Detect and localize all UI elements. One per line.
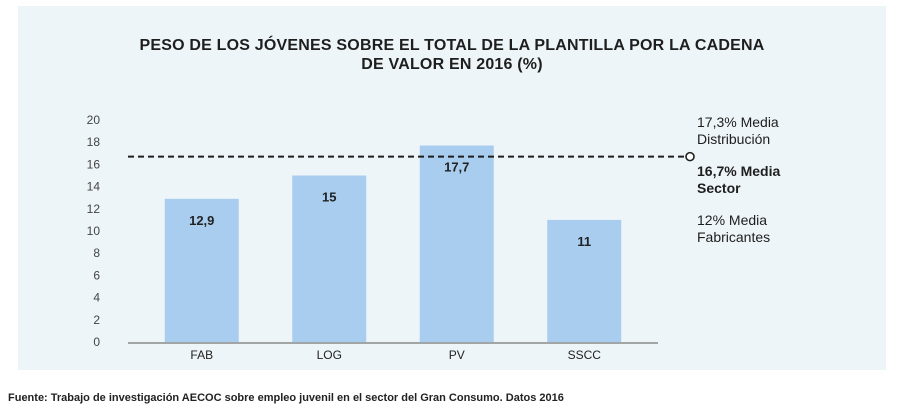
y-tick-label: 2 [93,313,100,327]
annotation-sector-line-1: 16,7% Media [697,163,781,179]
y-tick-label: 0 [93,335,100,349]
data-label-sscc: 11 [577,234,591,249]
y-tick-label: 16 [87,157,101,171]
bar-sscc [547,219,622,342]
x-tick-label-log: LOG [317,348,342,362]
annotation-media-sector: 16,7% Media Sector [697,163,780,197]
y-tick-label: 4 [93,291,100,305]
y-tick-label: 18 [87,135,101,149]
chart-title-line-1: PESO DE LOS JÓVENES SOBRE EL TOTAL DE LA… [139,37,765,54]
annotation-distribucion-line-2: Distribución [697,131,771,147]
chart-title: PESO DE LOS JÓVENES SOBRE EL TOTAL DE LA… [18,36,886,74]
chart-panel: PESO DE LOS JÓVENES SOBRE EL TOTAL DE LA… [18,6,886,370]
annotation-fabricantes-line-2: Fabricantes [697,229,771,245]
chart-title-line-2: DE VALOR EN 2016 (%) [361,56,543,73]
reference-line-marker [685,151,695,162]
annotation-fabricantes-line-1: 12% Media [697,212,768,228]
annotation-media-distribucion: 17,3% Media Distribución [697,114,779,148]
source-note: Fuente: Trabajo de investigación AECOC s… [8,392,564,404]
bar-chart: 0 2 4 6 8 10 12 14 16 18 20 12,9 FAB 15 LOG 17,7 PV 11 SSC… [87,113,695,362]
y-tick-label: 6 [93,268,100,282]
bar-fab [164,198,239,342]
y-tick-label: 20 [87,113,101,127]
bar-log [292,175,367,342]
annotation-media-fabricantes: 12% Media Fabricantes [697,212,770,246]
annotation-distribucion-line-1: 17,3% Media [697,114,779,130]
x-tick-label-sscc: SSCC [568,348,602,362]
data-label-fab: 12,9 [189,213,214,228]
y-tick-label: 12 [87,202,101,216]
annotation-sector-line-2: Sector [697,180,741,196]
x-tick-label-pv: PV [449,348,465,362]
x-tick-label-fab: FAB [190,348,213,362]
y-tick-label: 10 [87,224,101,238]
data-label-log: 15 [322,190,336,205]
data-label-pv: 17,7 [444,160,469,175]
bar-pv [419,145,494,342]
y-tick-label: 14 [87,180,101,194]
y-tick-label: 8 [93,246,100,260]
